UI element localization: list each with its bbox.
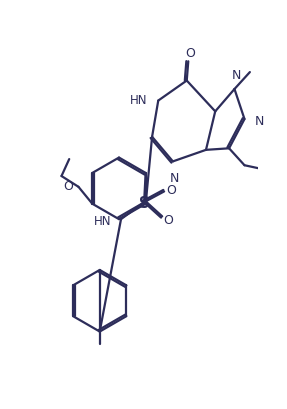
Text: HN: HN — [94, 215, 112, 228]
Text: S: S — [139, 195, 149, 210]
Text: HN: HN — [130, 93, 148, 106]
Text: N: N — [255, 115, 264, 128]
Text: O: O — [166, 184, 176, 197]
Text: N: N — [231, 69, 241, 82]
Text: N: N — [170, 172, 179, 185]
Text: O: O — [163, 213, 173, 226]
Text: O: O — [185, 47, 195, 59]
Text: O: O — [63, 179, 73, 192]
